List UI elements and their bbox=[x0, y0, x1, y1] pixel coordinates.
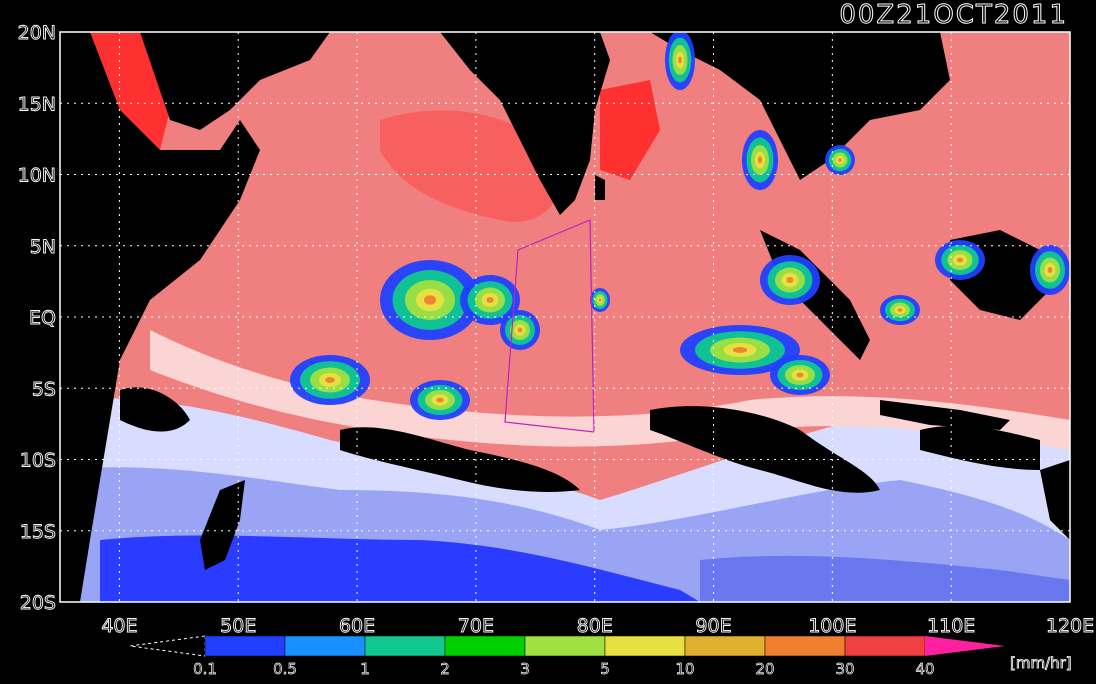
y-tick-label: 5S bbox=[32, 378, 56, 400]
warm-water-light bbox=[150, 330, 1070, 450]
x-tick-label: 40E bbox=[101, 615, 137, 637]
legend-label: 40 bbox=[915, 660, 934, 678]
warm-water-bay bbox=[600, 80, 660, 180]
x-tick-label: 70E bbox=[458, 615, 494, 637]
legend-swatch bbox=[684, 635, 766, 657]
precip-cell bbox=[732, 347, 748, 353]
x-tick-labels: 40E 50E 60E 70E 80E 90E 100E 110E 120E bbox=[101, 615, 1095, 638]
land-madagascar bbox=[200, 480, 245, 570]
cold-water-east bbox=[700, 555, 1070, 602]
legend-swatch bbox=[844, 635, 926, 657]
x-tick-label: 120E bbox=[1046, 615, 1094, 637]
legend-swatch bbox=[444, 635, 526, 657]
y-tick-label: 5N bbox=[30, 236, 56, 258]
precip-cell bbox=[957, 257, 963, 263]
precip-cell bbox=[786, 277, 794, 283]
precip-cell bbox=[424, 295, 436, 305]
y-tick-label: 10S bbox=[20, 450, 56, 472]
precip-cell bbox=[897, 308, 903, 312]
legend-swatch bbox=[524, 635, 606, 657]
dry-patches bbox=[120, 387, 1040, 493]
precip-cell bbox=[486, 297, 494, 303]
y-tick-label: 10N bbox=[18, 165, 56, 187]
x-tick-label: 80E bbox=[577, 615, 613, 637]
land-java bbox=[880, 400, 1010, 430]
legend-label: 10 bbox=[675, 660, 694, 678]
precip-cell bbox=[517, 327, 523, 333]
legend-swatch bbox=[604, 635, 686, 657]
x-tick-label: 60E bbox=[339, 615, 375, 637]
y-tick-label: 15S bbox=[20, 521, 56, 543]
x-tick-label: 90E bbox=[695, 615, 731, 637]
color-legend: 0.1 0.5 1 2 3 5 10 20 30 40 bbox=[129, 635, 1005, 678]
legend-label: 0.5 bbox=[273, 660, 297, 678]
dry-patch bbox=[650, 406, 880, 493]
x-tick-label: 50E bbox=[220, 615, 256, 637]
dry-patch bbox=[920, 425, 1040, 470]
legend-swatch bbox=[764, 635, 846, 657]
legend-label: 5 bbox=[600, 660, 610, 678]
precip-cell bbox=[598, 298, 602, 302]
legend-label: 30 bbox=[835, 660, 854, 678]
legend-underflow bbox=[129, 635, 206, 657]
cold-water bbox=[100, 535, 700, 602]
legend-label: 1 bbox=[360, 660, 370, 678]
analysis-box bbox=[504, 219, 595, 433]
precip-cell bbox=[838, 158, 842, 162]
precip-cell bbox=[1047, 267, 1053, 273]
warm-water-arabian bbox=[90, 32, 170, 150]
warm-water-central bbox=[380, 110, 562, 222]
legend-unit: [mm/hr] bbox=[1010, 654, 1072, 672]
precip-cell bbox=[436, 397, 444, 403]
legend-label: 20 bbox=[755, 660, 774, 678]
y-tick-labels: 20N 15N 10N 5N EQ 5S 10S 15S 20S bbox=[17, 22, 56, 615]
land-arabia bbox=[140, 32, 330, 130]
legend-overflow bbox=[925, 636, 1005, 656]
precip-cell bbox=[325, 377, 335, 383]
x-tick-label: 110E bbox=[927, 615, 975, 637]
legend-label: 3 bbox=[520, 660, 530, 678]
y-tick-label: EQ bbox=[29, 307, 56, 329]
y-tick-label: 20N bbox=[18, 22, 56, 44]
land-srilanka bbox=[595, 175, 605, 200]
map-frame bbox=[59, 31, 1071, 603]
legend-swatch bbox=[284, 635, 366, 657]
precip-cell bbox=[796, 372, 804, 378]
precip-cell bbox=[757, 156, 763, 164]
y-tick-label: 20S bbox=[20, 592, 56, 614]
land-australia-edge bbox=[1040, 460, 1070, 540]
legend-swatch bbox=[364, 635, 446, 657]
land-indochina bbox=[650, 32, 950, 180]
y-tick-label: 15N bbox=[18, 93, 56, 115]
legend-swatch bbox=[204, 635, 286, 657]
map-timestamp: 00Z21OCT2011 bbox=[839, 0, 1068, 31]
dry-patch bbox=[120, 387, 190, 432]
legend-label: 2 bbox=[440, 660, 450, 678]
legend-label: 0.1 bbox=[193, 660, 217, 678]
land-india bbox=[440, 32, 610, 215]
x-tick-label: 100E bbox=[808, 615, 856, 637]
precip-cell bbox=[678, 56, 682, 64]
